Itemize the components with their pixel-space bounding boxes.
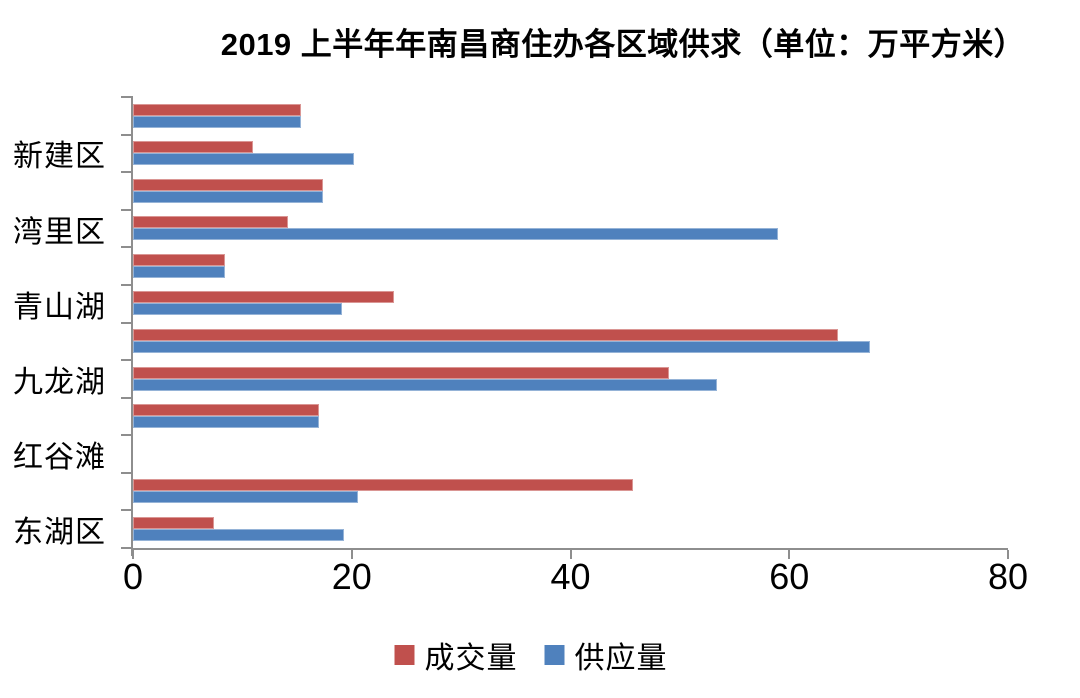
bar-供应量 [133,115,302,128]
bar-供应量 [133,340,871,353]
bar-供应量 [133,491,359,504]
y-axis-tick [121,246,133,249]
y-axis-tick [121,96,133,98]
y-axis-tick [121,509,133,512]
x-axis-tick-label: 20 [331,556,372,597]
bar-成交量 [133,516,214,529]
x-axis-tick-label: 60 [769,556,810,597]
y-axis-tick [121,359,133,362]
bar-row [133,247,1008,285]
bar-供应量 [133,190,324,203]
bar-row [133,135,1008,173]
legend-label: 成交量 [424,642,518,675]
category-label: 东湖区 [13,516,106,550]
legend: 成交量 供应量 [394,633,668,677]
legend-swatch-成交量 [394,645,415,665]
x-axis-line [131,548,1008,550]
bar-row [133,510,1008,548]
y-axis-tick [121,133,133,136]
category-label: 红谷滩 [13,441,106,474]
bar-成交量 [133,103,302,116]
bar-成交量 [133,291,395,304]
x-axis-tick [788,550,791,559]
y-axis-line [131,97,133,556]
legend-label: 供应量 [574,642,668,675]
bar-row [133,97,1008,135]
x-axis-tick-label: 80 [987,556,1029,597]
category-label: 湾里区 [13,215,106,249]
bar-供应量 [133,528,345,541]
x-axis-tick-label: 0 [122,556,144,597]
bar-供应量 [133,228,779,241]
bar-成交量 [133,178,324,191]
bar-供应量 [133,265,225,278]
bar-成交量 [133,404,319,417]
y-axis-tick [121,208,133,211]
bar-供应量 [133,153,354,166]
bar-供应量 [133,416,319,429]
bar-row [133,435,1008,473]
y-axis-tick [121,396,133,399]
plot-area: 0 20 40 60 80 [121,96,1028,595]
x-axis-tick-label: 40 [550,556,591,597]
y-axis-tick [121,283,133,286]
category-label: 青山湖 [13,290,106,324]
bar-row [133,473,1008,511]
chart-title: 2019 上半年年南昌商住办各区域供求（单位：万平方米） [220,27,1026,62]
category-labels: 新建区湾里区青山湖九龙湖红谷滩东湖区 [0,97,106,550]
bar-row [133,210,1008,248]
y-axis-tick [121,321,133,324]
category-label: 九龙湖 [13,365,106,399]
category-label [0,97,106,135]
category-label [0,172,106,210]
y-axis-tick [121,471,133,474]
category-label [0,473,106,511]
category-label: 新建区 [13,140,106,174]
legend-item: 成交量 [394,633,518,677]
bar-row [133,398,1008,436]
x-axis-tick [1007,550,1009,559]
plot-rows [133,97,1008,548]
x-axis-tick [569,550,572,559]
category-label [0,247,106,285]
bar-供应量 [133,378,718,391]
bar-成交量 [133,328,839,341]
category-label [0,398,106,436]
legend-swatch-供应量 [544,645,565,665]
bar-成交量 [133,216,289,229]
bar-供应量 [133,303,342,316]
bar-成交量 [133,141,254,154]
bar-row [133,172,1008,210]
bar-row [133,285,1008,323]
x-axis-tick [350,550,353,559]
y-axis-tick [121,547,133,549]
bar-row [133,360,1008,398]
category-label [0,322,106,360]
bar-row [133,322,1008,360]
y-axis-tick [121,434,133,437]
x-axis-tick [132,550,134,559]
bar-成交量 [133,253,225,266]
y-axis-tick [121,171,133,174]
legend-item: 供应量 [544,633,668,677]
bar-成交量 [133,366,669,379]
bar-成交量 [133,479,633,492]
